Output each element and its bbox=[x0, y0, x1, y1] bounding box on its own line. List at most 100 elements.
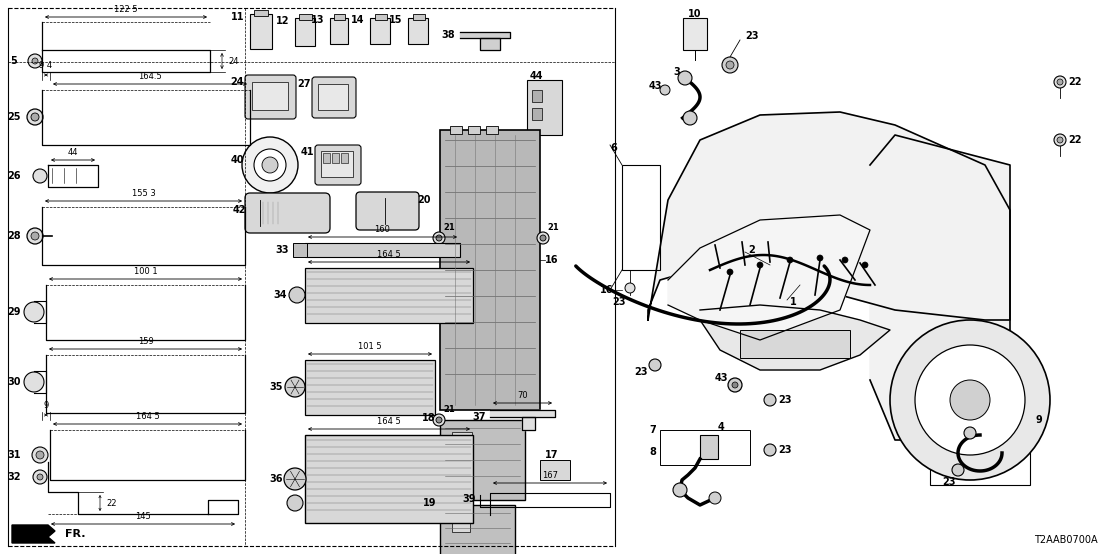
Text: 164.5: 164.5 bbox=[138, 72, 162, 81]
Text: 42: 42 bbox=[233, 205, 246, 215]
Circle shape bbox=[1057, 79, 1063, 85]
Text: 23: 23 bbox=[613, 297, 626, 307]
Polygon shape bbox=[668, 215, 870, 340]
Circle shape bbox=[625, 283, 635, 293]
Circle shape bbox=[660, 85, 670, 95]
Bar bbox=[330, 18, 348, 44]
Bar bbox=[527, 80, 562, 135]
Text: 2: 2 bbox=[748, 245, 755, 255]
Text: 155 3: 155 3 bbox=[132, 189, 155, 198]
Circle shape bbox=[842, 257, 848, 263]
Bar bbox=[408, 18, 428, 44]
Bar bbox=[341, 153, 348, 163]
Bar bbox=[532, 108, 542, 120]
Circle shape bbox=[24, 372, 44, 392]
Polygon shape bbox=[648, 112, 1010, 320]
Text: 23: 23 bbox=[948, 415, 962, 425]
Text: 21: 21 bbox=[547, 223, 558, 233]
Circle shape bbox=[732, 382, 738, 388]
Text: 122 5: 122 5 bbox=[114, 5, 137, 14]
Bar bbox=[370, 18, 390, 44]
Text: 24: 24 bbox=[228, 57, 238, 65]
Text: 145: 145 bbox=[135, 512, 151, 521]
Text: 40: 40 bbox=[230, 155, 244, 165]
Bar bbox=[440, 420, 525, 500]
Circle shape bbox=[862, 262, 868, 268]
Text: 100 1: 100 1 bbox=[134, 267, 157, 276]
Bar bbox=[293, 243, 307, 257]
Circle shape bbox=[1054, 134, 1066, 146]
Text: 20: 20 bbox=[417, 195, 431, 205]
Circle shape bbox=[285, 377, 305, 397]
Circle shape bbox=[678, 71, 692, 85]
Text: 30: 30 bbox=[8, 377, 21, 387]
Circle shape bbox=[254, 149, 286, 181]
Text: 31: 31 bbox=[8, 450, 21, 460]
Text: 22: 22 bbox=[1068, 77, 1081, 87]
Text: FR.: FR. bbox=[65, 529, 85, 539]
Circle shape bbox=[33, 169, 47, 183]
Circle shape bbox=[787, 257, 793, 263]
Circle shape bbox=[817, 255, 823, 261]
Text: 21: 21 bbox=[443, 406, 454, 414]
Circle shape bbox=[261, 157, 278, 173]
Circle shape bbox=[722, 57, 738, 73]
Bar bbox=[305, 435, 473, 523]
Circle shape bbox=[433, 232, 445, 244]
Text: 16: 16 bbox=[545, 255, 558, 265]
Circle shape bbox=[433, 414, 445, 426]
Bar bbox=[305, 360, 435, 415]
Circle shape bbox=[437, 417, 442, 423]
Circle shape bbox=[727, 269, 733, 275]
Text: 33: 33 bbox=[276, 245, 289, 255]
Circle shape bbox=[765, 444, 776, 456]
Circle shape bbox=[33, 470, 47, 484]
Circle shape bbox=[950, 380, 991, 420]
Bar bbox=[452, 432, 472, 450]
Bar bbox=[299, 14, 312, 20]
Text: 159: 159 bbox=[137, 337, 153, 346]
Circle shape bbox=[27, 228, 43, 244]
Text: 35: 35 bbox=[269, 382, 283, 392]
Text: 27: 27 bbox=[298, 79, 311, 89]
Text: 101 5: 101 5 bbox=[358, 342, 382, 351]
FancyBboxPatch shape bbox=[356, 192, 419, 230]
Circle shape bbox=[757, 262, 763, 268]
Text: 17: 17 bbox=[545, 450, 558, 460]
Text: 43: 43 bbox=[648, 81, 661, 91]
Polygon shape bbox=[870, 135, 1010, 440]
Text: 23: 23 bbox=[635, 367, 648, 377]
Bar bbox=[250, 14, 271, 49]
Circle shape bbox=[31, 113, 39, 121]
Circle shape bbox=[242, 137, 298, 193]
Polygon shape bbox=[700, 305, 890, 370]
Circle shape bbox=[726, 61, 733, 69]
Text: 29: 29 bbox=[8, 307, 21, 317]
Text: 14: 14 bbox=[350, 15, 365, 25]
Text: T2AAB0700A: T2AAB0700A bbox=[1035, 535, 1098, 545]
Circle shape bbox=[1054, 76, 1066, 88]
Text: 9 4: 9 4 bbox=[40, 61, 52, 70]
Circle shape bbox=[649, 359, 661, 371]
Text: 18: 18 bbox=[422, 413, 437, 423]
Text: 26: 26 bbox=[8, 171, 21, 181]
Circle shape bbox=[32, 447, 48, 463]
Bar bbox=[332, 153, 339, 163]
Circle shape bbox=[24, 302, 44, 322]
Bar bbox=[440, 130, 540, 410]
Text: 38: 38 bbox=[441, 30, 455, 40]
Bar bbox=[334, 14, 345, 20]
Text: 9: 9 bbox=[1035, 415, 1042, 425]
Bar bbox=[540, 460, 570, 480]
Circle shape bbox=[37, 474, 43, 480]
Circle shape bbox=[35, 451, 44, 459]
Circle shape bbox=[765, 394, 776, 406]
Bar bbox=[375, 14, 387, 20]
Bar bbox=[450, 126, 462, 134]
Bar bbox=[468, 126, 480, 134]
Text: 37: 37 bbox=[472, 412, 486, 422]
Text: 3: 3 bbox=[674, 67, 680, 77]
Bar bbox=[683, 18, 707, 50]
Text: 28: 28 bbox=[7, 231, 21, 241]
Circle shape bbox=[32, 58, 38, 64]
